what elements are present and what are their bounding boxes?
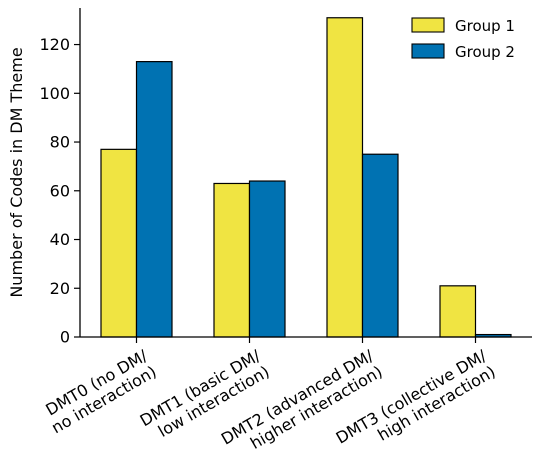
bar-series2-3 <box>361 153 399 338</box>
y-axis-ticks: 0 20 40 60 80 100 120 <box>39 35 80 347</box>
y-tick-label-60: 60 <box>50 181 70 200</box>
legend-label-1: Group 1 <box>455 17 515 35</box>
y-tick-label-20: 20 <box>50 279 70 298</box>
legend-label-2: Group 2 <box>455 43 515 61</box>
y-tick-label-100: 100 <box>39 84 70 103</box>
legend-swatch-1 <box>411 17 445 33</box>
x-axis-ticks: DMT0 (no DM/no interaction)DMT1 (basic D… <box>42 337 499 453</box>
bar-series2-1 <box>135 61 173 338</box>
bar-series2-2 <box>248 180 286 338</box>
bar-series1-3 <box>326 17 364 338</box>
legend-swatch-2 <box>411 43 445 59</box>
bar-series1-2 <box>213 182 251 338</box>
bar-series1-1 <box>100 148 138 338</box>
y-axis-title: Number of Codes in DM Theme <box>7 47 26 297</box>
bar-series1-4 <box>439 285 477 338</box>
y-tick-label-40: 40 <box>50 230 70 249</box>
y-tick-label-80: 80 <box>50 133 70 152</box>
bars-layer <box>100 17 512 338</box>
y-tick-label-0: 0 <box>60 328 70 347</box>
y-tick-label-120: 120 <box>39 35 70 54</box>
legend: Group 1 Group 2 <box>411 17 515 61</box>
